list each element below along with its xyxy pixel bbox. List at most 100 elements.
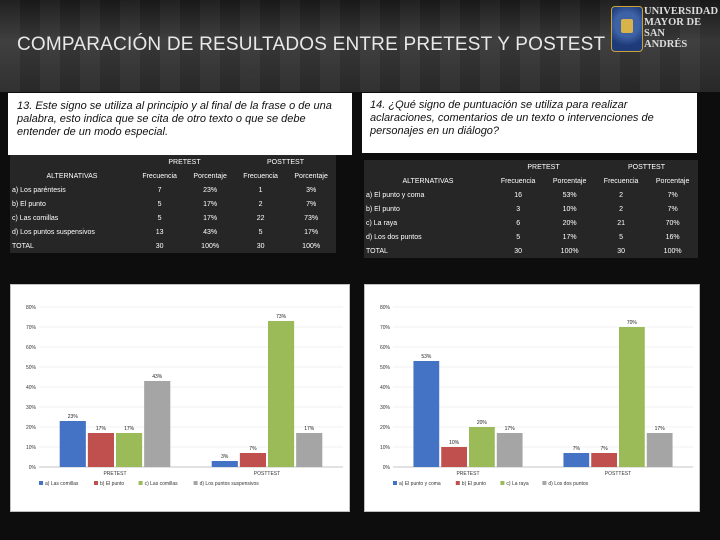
- bar: [144, 381, 171, 467]
- table-row: d) Los dos puntos 5 17% 5 16%: [364, 230, 698, 244]
- subhead: Frecuencia: [134, 169, 186, 183]
- bar: [239, 453, 266, 467]
- data-label: 17%: [124, 426, 135, 432]
- subhead: Frecuencia: [594, 174, 648, 188]
- pretest-header: PRETEST: [134, 155, 235, 169]
- category-label: PRETEST: [456, 471, 479, 477]
- legend-item: a) Las comillas: [45, 481, 79, 487]
- bar: [211, 461, 238, 467]
- slide-title: COMPARACIÓN DE RESULTADOS ENTRE PRETEST …: [17, 34, 606, 55]
- y-tick-label: 40%: [380, 385, 391, 391]
- data-label: 17%: [505, 426, 516, 432]
- y-tick-label: 50%: [26, 365, 37, 371]
- bar: [469, 427, 495, 467]
- bar: [496, 433, 523, 467]
- legend-swatch: [193, 481, 198, 485]
- table-row: TOTAL 30 100% 30 100%: [10, 239, 336, 253]
- university-name: UNIVERSIDAD MAYOR DE SAN ANDRÉS: [644, 6, 719, 50]
- y-tick-label: 10%: [380, 445, 391, 451]
- table-row: c) La raya 6 20% 21 70%: [364, 216, 698, 230]
- y-tick-label: 0%: [383, 465, 391, 471]
- subhead: Frecuencia: [234, 169, 287, 183]
- bar: [646, 433, 673, 467]
- y-tick-label: 30%: [380, 405, 391, 411]
- y-tick-label: 50%: [380, 365, 391, 371]
- data-label: 17%: [96, 426, 107, 432]
- university-logo: UNIVERSIDAD MAYOR DE SAN ANDRÉS: [605, 4, 719, 56]
- right-question-panel: [362, 93, 697, 153]
- legend-swatch: [138, 481, 143, 485]
- posttest-header: POSTTEST: [234, 155, 336, 169]
- data-label: 10%: [449, 440, 460, 446]
- table-row: a) El punto y coma 16 53% 2 7%: [364, 188, 698, 202]
- legend-item: a) El punto y coma: [399, 481, 441, 487]
- legend-item: c) Las comillas: [145, 481, 179, 487]
- legend-swatch: [455, 481, 460, 485]
- y-tick-label: 70%: [380, 325, 391, 331]
- bar: [591, 453, 617, 467]
- bar: [441, 447, 467, 467]
- legend-swatch: [94, 481, 98, 485]
- y-tick-label: 30%: [26, 405, 37, 411]
- y-tick-label: 40%: [26, 385, 37, 391]
- legend-item: b) El punto: [100, 481, 124, 487]
- category-label: PRETEST: [103, 471, 126, 477]
- subhead: Frecuencia: [492, 174, 545, 188]
- data-label: 7%: [573, 446, 581, 452]
- category-label: POSTTEST: [254, 471, 280, 477]
- data-label: 7%: [249, 446, 257, 452]
- y-tick-label: 20%: [380, 425, 391, 431]
- y-tick-label: 0%: [29, 465, 37, 471]
- data-label: 20%: [477, 420, 488, 426]
- left-question-panel: [8, 93, 352, 155]
- data-label: 3%: [221, 454, 229, 460]
- y-tick-label: 10%: [26, 445, 37, 451]
- bar: [268, 321, 295, 467]
- table-row: b) El punto 3 10% 2 7%: [364, 202, 698, 216]
- y-tick-label: 70%: [26, 325, 37, 331]
- data-label: 53%: [421, 354, 432, 360]
- table-row: c) Las comillas 5 17% 22 73%: [10, 211, 336, 225]
- right-bar-chart: 0% 10% 20% 30% 40% 50% 60% 70% 80% 53% 10% 20% 17% PR…: [380, 305, 693, 487]
- alternativas-header: ALTERNATIVAS: [10, 169, 134, 183]
- bar: [116, 433, 143, 467]
- category-label: POSTTEST: [605, 471, 631, 477]
- bar: [296, 433, 323, 467]
- y-tick-label: 80%: [26, 305, 37, 311]
- legend-item: d) Los puntos suspensivos: [200, 481, 260, 487]
- data-label: 70%: [627, 320, 638, 326]
- posttest-header: POSTTEST: [594, 160, 698, 174]
- bar: [59, 421, 86, 467]
- legend-swatch: [542, 481, 547, 485]
- legend-swatch: [500, 481, 505, 485]
- subhead: Porcentaje: [185, 169, 235, 183]
- subhead: Porcentaje: [647, 174, 698, 188]
- right-question-text: 14. ¿Qué signo de puntuación se utiliza …: [370, 99, 654, 137]
- data-label: 43%: [152, 374, 163, 380]
- data-label: 17%: [655, 426, 666, 432]
- legend-swatch: [39, 481, 43, 485]
- y-tick-label: 20%: [26, 425, 37, 431]
- right-chart-box: 0% 10% 20% 30% 40% 50% 60% 70% 80% 53% 10% 20% 17% PR…: [364, 284, 700, 512]
- y-tick-label: 80%: [380, 305, 391, 311]
- table-row: d) Los puntos suspensivos 13 43% 5 17%: [10, 225, 336, 239]
- alternativas-header: ALTERNATIVAS: [364, 174, 492, 188]
- y-tick-label: 60%: [26, 345, 37, 351]
- university-seal-icon: [611, 6, 643, 52]
- legend-item: b) El punto: [462, 481, 486, 487]
- data-label: 17%: [304, 426, 315, 432]
- left-results-table: PRETEST POSTTEST ALTERNATIVAS Frecuencia…: [10, 155, 336, 253]
- bar: [87, 433, 114, 467]
- y-tick-label: 60%: [380, 345, 391, 351]
- title-band: [0, 0, 720, 92]
- left-chart-box: 0% 10% 20% 30% 40% 50% 60% 70% 80% 23% 17% 17% 43% PR…: [10, 284, 350, 512]
- table-row: b) El punto 5 17% 2 7%: [10, 197, 336, 211]
- legend-item: d) Los dos puntos: [548, 481, 588, 487]
- data-label: 73%: [276, 314, 287, 320]
- bar: [413, 361, 440, 467]
- bar: [563, 453, 590, 467]
- table-row: TOTAL 30 100% 30 100%: [364, 244, 698, 258]
- data-label: 23%: [68, 414, 79, 420]
- legend-item: c) La raya: [506, 481, 528, 487]
- subhead: Porcentaje: [286, 169, 336, 183]
